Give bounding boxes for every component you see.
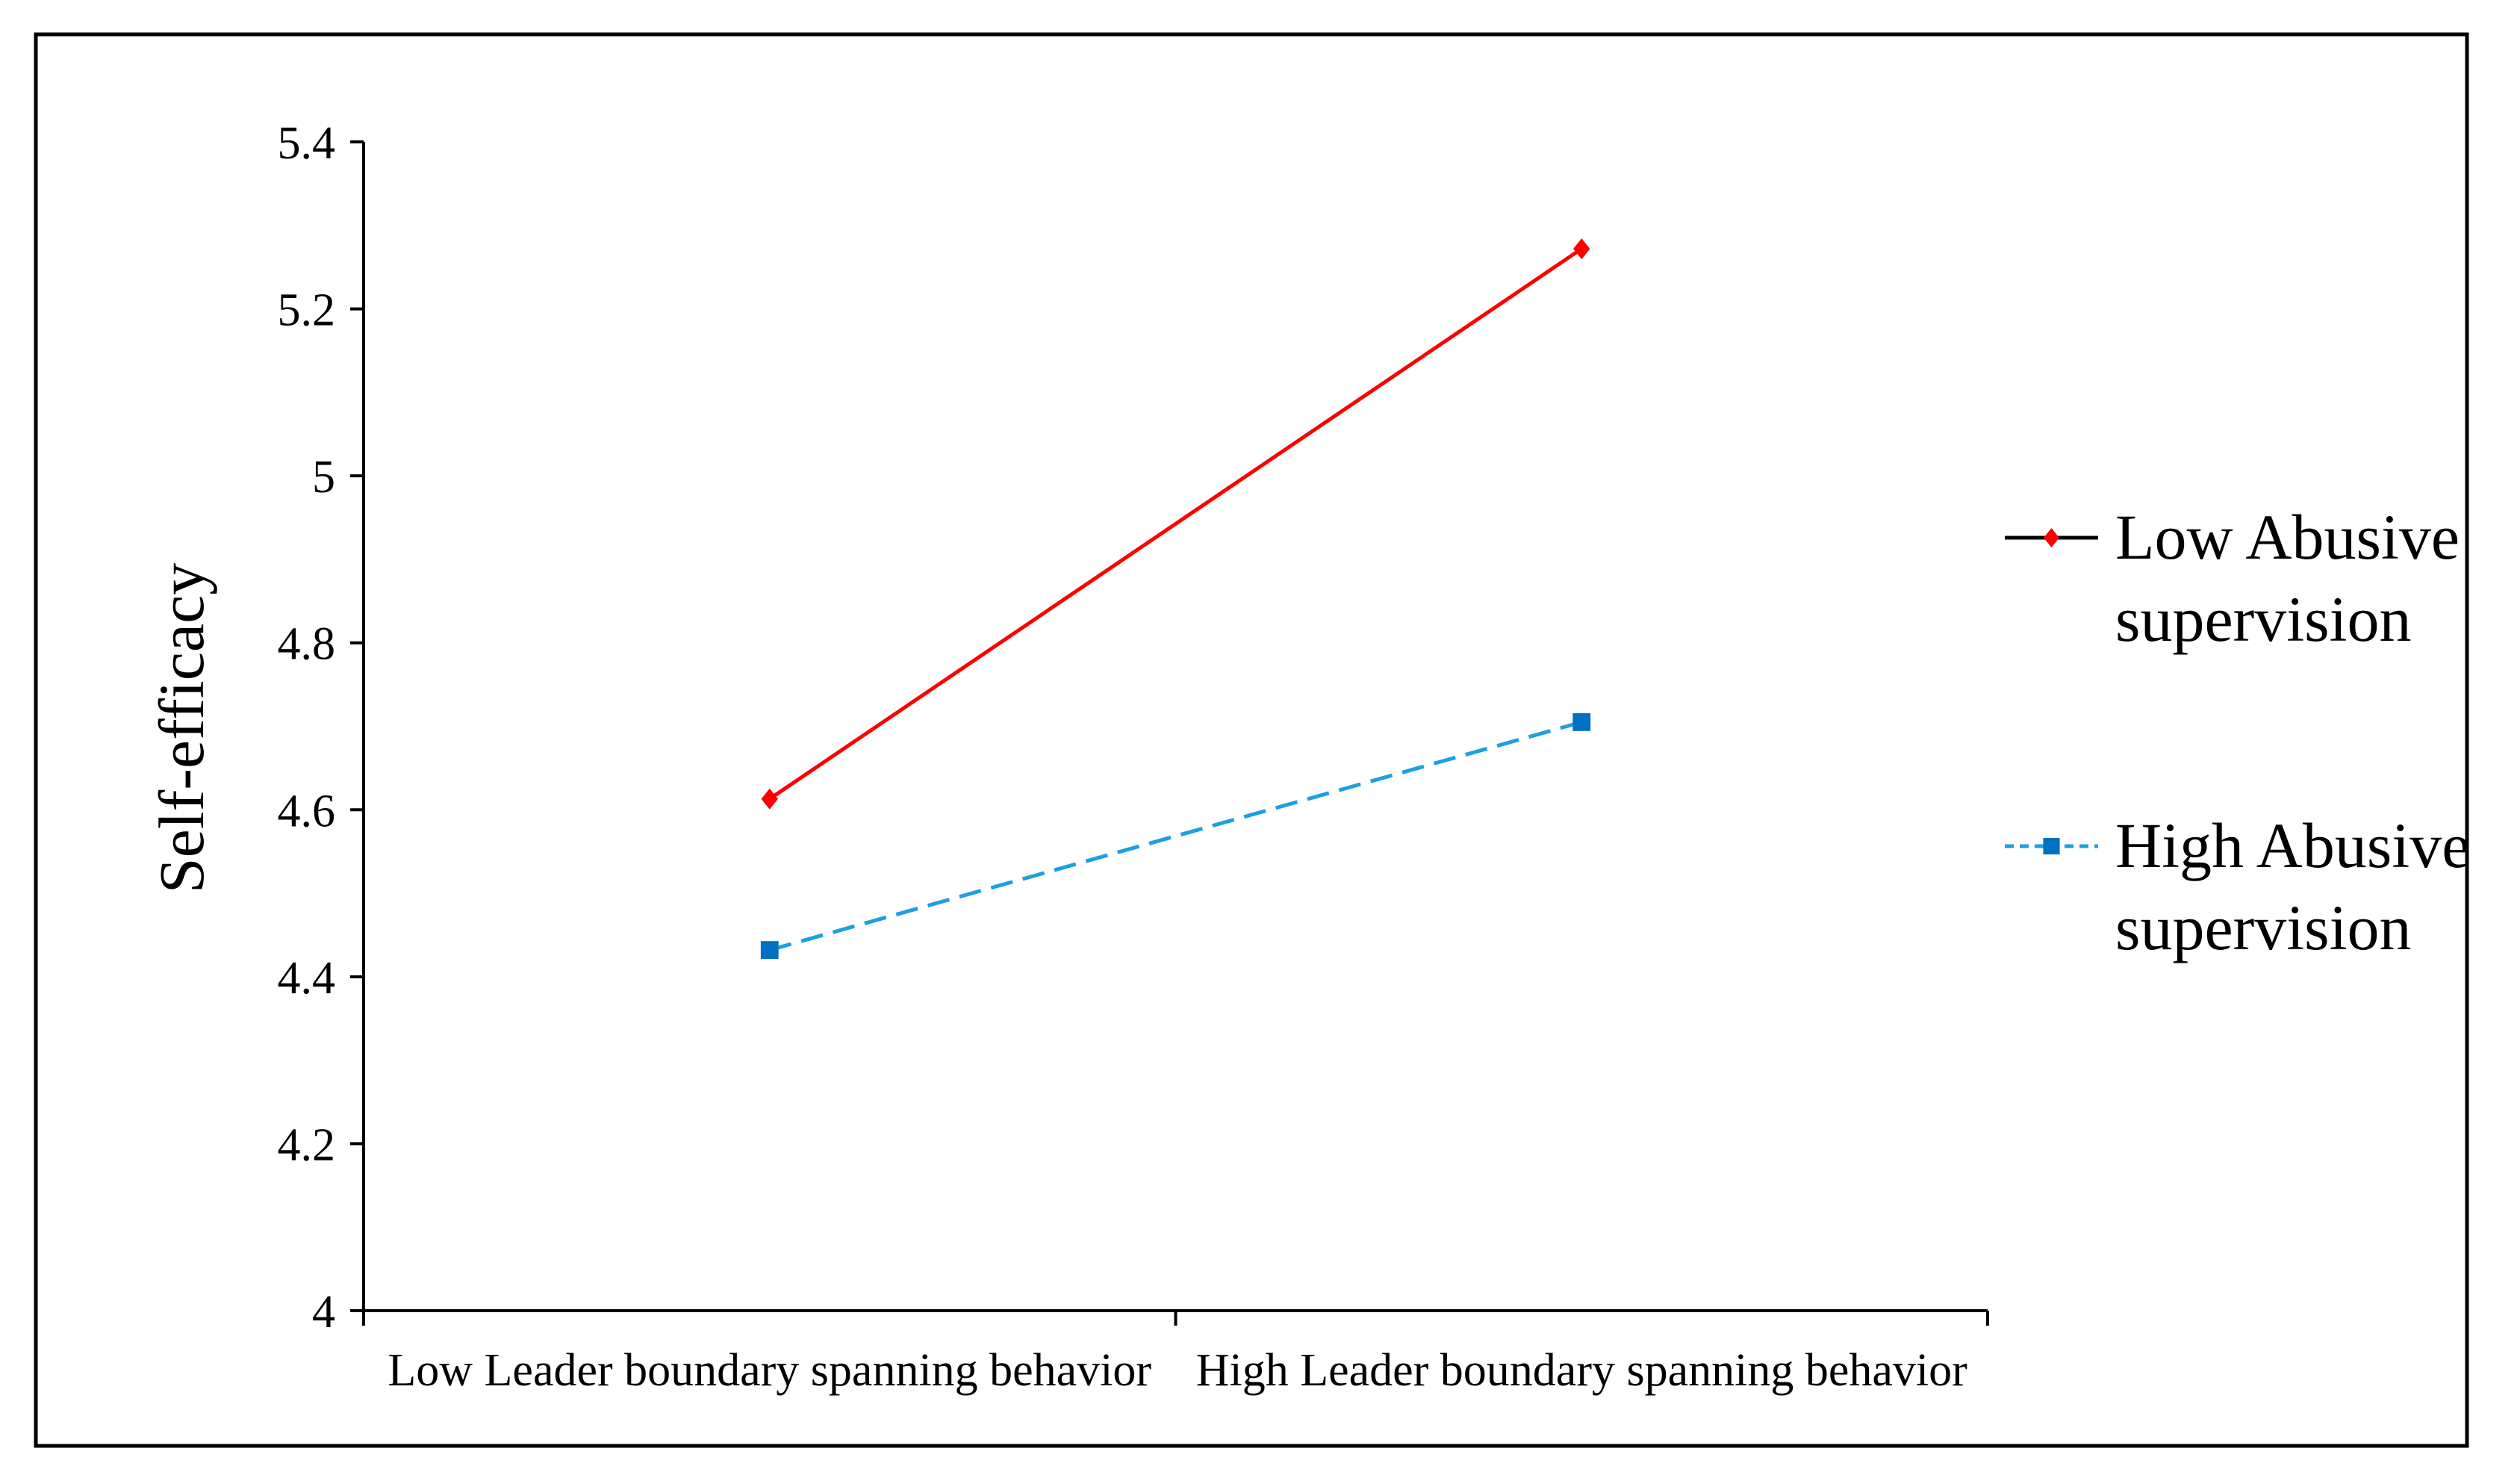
x-axis-ticks: Low Leader boundary spanning behavior Hig… <box>362 1311 1989 1396</box>
chart-border <box>34 32 2469 1448</box>
series-1 <box>761 238 1590 810</box>
legend-label: Low Abusive <box>2115 501 2460 573</box>
series-layer <box>760 238 1591 959</box>
x-tick-label: Low Leader boundary spanning behavior <box>388 1345 1151 1396</box>
y-tick-label: 4.6 <box>278 786 336 836</box>
data-point <box>760 941 779 959</box>
series-2 <box>760 713 1591 959</box>
y-tick-label: 5.4 <box>278 118 336 169</box>
y-axis-label: Self-efficacy <box>146 563 217 893</box>
y-tick-label: 4.2 <box>278 1120 336 1170</box>
legend-marker <box>2044 528 2059 547</box>
y-tick-label: 5.2 <box>278 285 336 336</box>
x-tick-label: High Leader boundary spanning behavior <box>1196 1345 1967 1396</box>
y-axis-ticks: 4 4.2 4.4 4.6 4.8 5 5.2 5.4 <box>278 118 364 1338</box>
legend-label: supervision <box>2115 892 2412 963</box>
y-tick-label: 4 <box>312 1287 335 1338</box>
legend: Low Abusive supervision High Abusive superv… <box>2005 501 2470 963</box>
y-tick-label: 4.8 <box>278 619 336 670</box>
series-line <box>769 720 1582 952</box>
legend-marker <box>2043 837 2060 855</box>
data-point <box>1573 238 1590 260</box>
legend-item-2: High Abusive supervision <box>2005 810 2470 963</box>
legend-label: High Abusive <box>2115 810 2470 881</box>
y-tick-label: 5 <box>312 452 335 503</box>
legend-label: supervision <box>2115 583 2412 655</box>
series-line <box>768 247 1583 801</box>
y-tick-label: 4.4 <box>278 953 336 1004</box>
data-point <box>761 788 778 810</box>
data-point <box>1572 713 1591 731</box>
legend-item-1: Low Abusive supervision <box>2005 501 2460 655</box>
